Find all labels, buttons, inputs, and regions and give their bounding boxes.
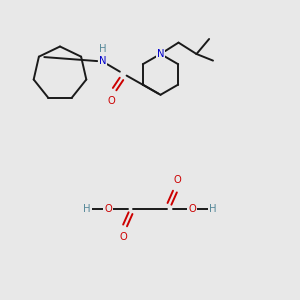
Text: H: H — [209, 203, 217, 214]
Text: N: N — [157, 49, 164, 59]
Text: H: H — [99, 44, 106, 54]
Text: O: O — [108, 96, 116, 106]
Text: O: O — [104, 203, 112, 214]
Text: O: O — [173, 175, 181, 185]
Text: O: O — [119, 232, 127, 242]
Text: N: N — [99, 56, 106, 67]
Text: H: H — [83, 203, 91, 214]
Text: O: O — [188, 203, 196, 214]
